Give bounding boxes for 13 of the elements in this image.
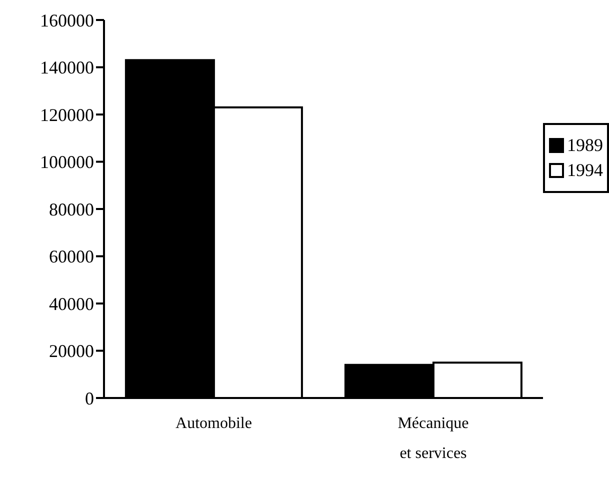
y-tick-label: 140000 <box>40 58 94 78</box>
y-tick-label: 100000 <box>40 152 94 172</box>
y-tick-label: 40000 <box>49 294 94 314</box>
y-tick-label: 120000 <box>40 104 94 125</box>
legend-label: 1994 <box>567 160 603 181</box>
legend-label: 1989 <box>567 135 603 156</box>
y-tick-label: 80000 <box>49 199 94 220</box>
y-tick-label: 160000 <box>40 10 94 30</box>
x-tick-label: Mécanique et services <box>398 415 469 462</box>
y-tick-label: 60000 <box>49 246 94 267</box>
y-tick-label: 20000 <box>49 341 94 362</box>
y-tick-label: 0 <box>85 388 94 408</box>
x-tick-label: Automobile <box>176 415 252 432</box>
